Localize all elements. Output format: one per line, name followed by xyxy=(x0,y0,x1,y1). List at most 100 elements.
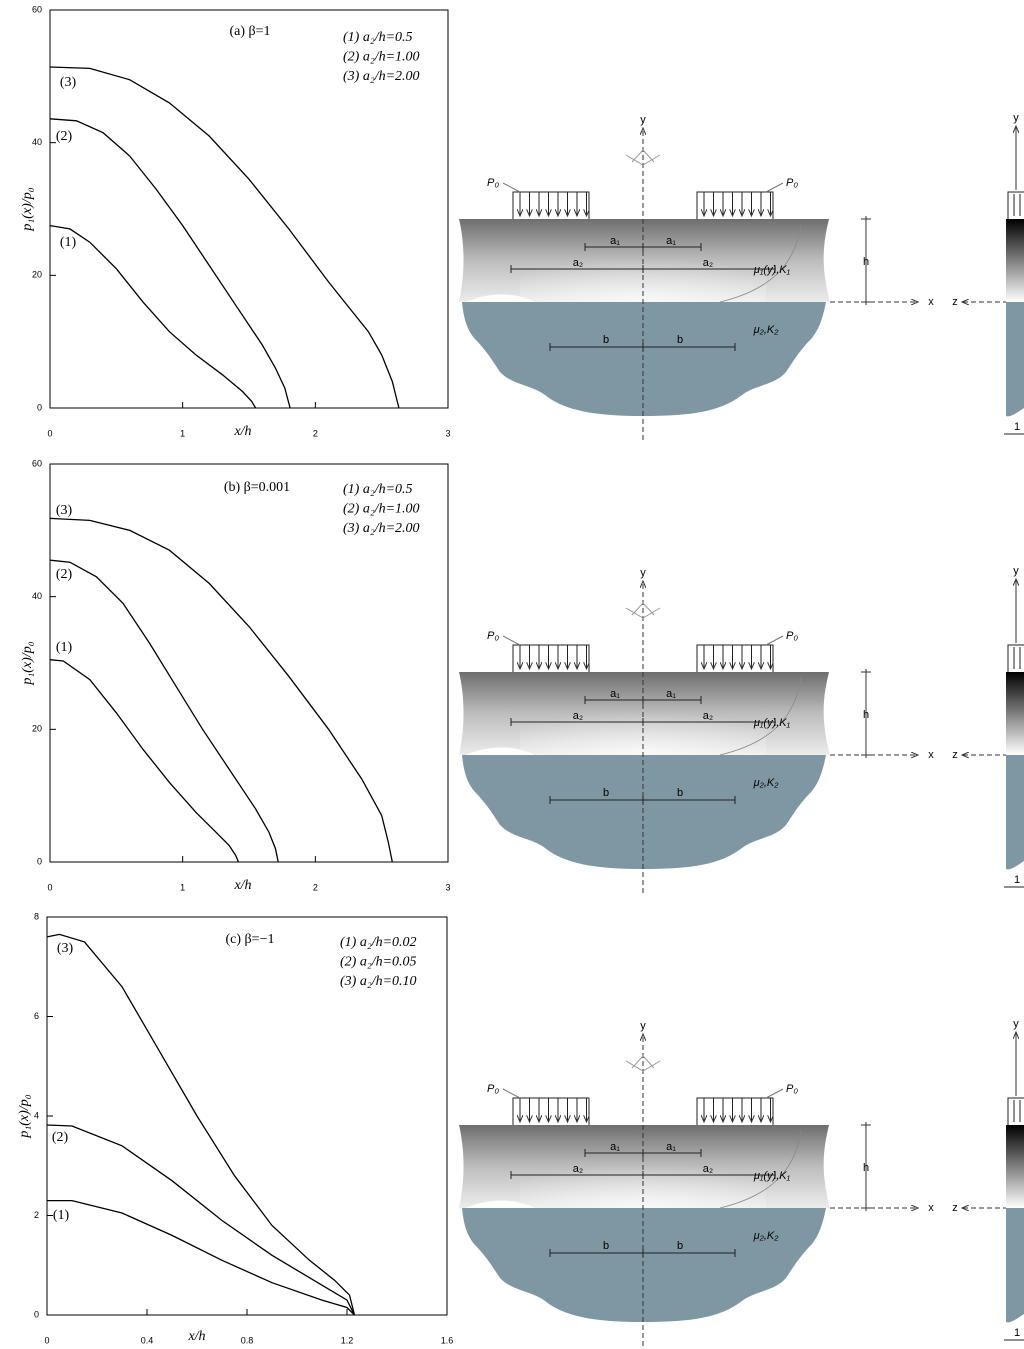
diagram-label: P₀ xyxy=(786,630,798,642)
diagram-label: a₁ xyxy=(666,235,676,247)
x-tick-label: 0 xyxy=(44,1335,49,1345)
diagram-label: a₁ xyxy=(666,1141,676,1153)
y-tick-label: 40 xyxy=(32,591,42,601)
diagram-label: a₂ xyxy=(703,1163,713,1175)
x-tick-label: 2 xyxy=(313,428,318,438)
x-axis-label: x/h xyxy=(187,1329,205,1344)
legend-entry: (3) a₂/h=2.00 xyxy=(343,69,420,84)
diagram-label: h xyxy=(863,256,869,268)
diagram-label: 1 xyxy=(1014,421,1020,433)
y-tick-label: 0 xyxy=(34,1309,39,1319)
diagram-label: y xyxy=(640,567,646,579)
diagram-label: b xyxy=(603,787,609,799)
side-upper xyxy=(1006,219,1024,302)
diagram-label: a₂ xyxy=(703,257,713,269)
curve-label: (1) xyxy=(60,235,77,250)
load-block xyxy=(513,192,589,219)
y-tick-label: 20 xyxy=(32,270,42,280)
curve-label: (3) xyxy=(56,503,73,518)
load-block xyxy=(697,1098,773,1125)
diagram-label: b xyxy=(677,787,683,799)
x-tick-label: 0.4 xyxy=(141,1335,154,1345)
x-tick-label: 1.2 xyxy=(341,1335,354,1345)
y-tick-label: 20 xyxy=(32,724,42,734)
diagram-label: y xyxy=(640,114,646,126)
curve-label: (2) xyxy=(56,567,73,582)
leader xyxy=(503,183,520,192)
lower-layer xyxy=(462,1208,826,1322)
y-tick-label: 0 xyxy=(37,856,42,866)
side-lower xyxy=(1006,302,1024,416)
x-tick-label: 3 xyxy=(445,428,450,438)
diagram-label: a₂ xyxy=(573,1163,583,1175)
diagram-label: P₀ xyxy=(487,177,499,189)
side-upper xyxy=(1006,1125,1024,1208)
diagram-label: y xyxy=(1013,112,1019,124)
side-load xyxy=(1008,192,1024,219)
y-tick-label: 8 xyxy=(34,911,39,921)
side-lower xyxy=(1006,755,1024,869)
diagram-label: P₀ xyxy=(487,630,499,642)
y-tick-label: 60 xyxy=(32,458,42,468)
diagram-label: a₂ xyxy=(573,257,583,269)
load-block xyxy=(697,192,773,219)
side-load xyxy=(1008,1098,1024,1125)
diagram-label: y xyxy=(640,1020,646,1032)
diagram-label: b xyxy=(603,334,609,346)
diagram-label: y xyxy=(1013,1018,1019,1030)
leader xyxy=(766,1089,783,1098)
diagram-label: 1 xyxy=(1014,1327,1020,1339)
x-tick-label: 1.6 xyxy=(441,1335,454,1345)
diagram-label: μ₁(y),K₁ xyxy=(753,264,791,276)
leader xyxy=(503,1089,520,1098)
curve xyxy=(50,660,238,862)
curve-label: (3) xyxy=(57,941,74,956)
x-tick-label: 0 xyxy=(47,882,52,892)
y-axis-label: p₁(x)/p₀ xyxy=(20,641,35,685)
diagram-label: x xyxy=(928,296,934,308)
load-block xyxy=(513,645,589,672)
legend-entry: (2) a₂/h=0.05 xyxy=(340,955,417,970)
leader xyxy=(766,636,783,645)
leader xyxy=(503,636,520,645)
diagram-label: z xyxy=(952,749,958,761)
diagram-label: h xyxy=(863,709,869,721)
diagram-label: b xyxy=(677,334,683,346)
chart-title: (b) β=0.001 xyxy=(224,480,290,495)
diagram-label: z xyxy=(952,296,958,308)
x-tick-label: 1 xyxy=(180,882,185,892)
side-lower xyxy=(1006,1208,1024,1322)
y-axis-label: p₁(x)/p₀ xyxy=(20,187,35,231)
side-load xyxy=(1008,645,1024,672)
diagram-label: μ₂,K₂ xyxy=(753,1230,780,1242)
diagram-label: a₁ xyxy=(610,1141,620,1153)
curve xyxy=(50,518,392,862)
diagram-label: μ₁(y),K₁ xyxy=(753,1170,791,1182)
diagram-label: a₂ xyxy=(703,710,713,722)
y-axis-label: p₁(x)/p₀ xyxy=(17,1094,32,1138)
diagram-label: b xyxy=(677,1240,683,1252)
legend-entry: (1) a₂/h=0.5 xyxy=(343,30,413,45)
curve-label: (2) xyxy=(52,1130,69,1145)
side-upper xyxy=(1006,672,1024,755)
diagram-label: a₁ xyxy=(610,688,620,700)
diagram-label: x xyxy=(928,1202,934,1214)
figure: 0 20 40 60 0 1 2 3 x/h p₁(x)/p₀ (a) β=1 (1) (1) a₂/h… xyxy=(0,0,1024,1349)
curve xyxy=(50,67,399,408)
legend-entry: (2) a₂/h=1.00 xyxy=(343,50,420,65)
diagram-label: z xyxy=(952,1202,958,1214)
diagram-label: b xyxy=(603,1240,609,1252)
load-block xyxy=(697,645,773,672)
x-axis-label: x/h xyxy=(233,878,251,893)
y-tick-label: 0 xyxy=(37,402,42,412)
diagram-label: h xyxy=(863,1162,869,1174)
lower-layer xyxy=(462,302,826,416)
legend-entry: (1) a₂/h=0.02 xyxy=(340,935,417,950)
chart-title: (a) β=1 xyxy=(229,24,270,39)
diagram-label: a₁ xyxy=(610,235,620,247)
curve-label: (1) xyxy=(56,640,73,655)
curve xyxy=(47,1201,355,1315)
chart-title: (c) β=−1 xyxy=(226,932,275,947)
diagram-label: a₂ xyxy=(573,710,583,722)
